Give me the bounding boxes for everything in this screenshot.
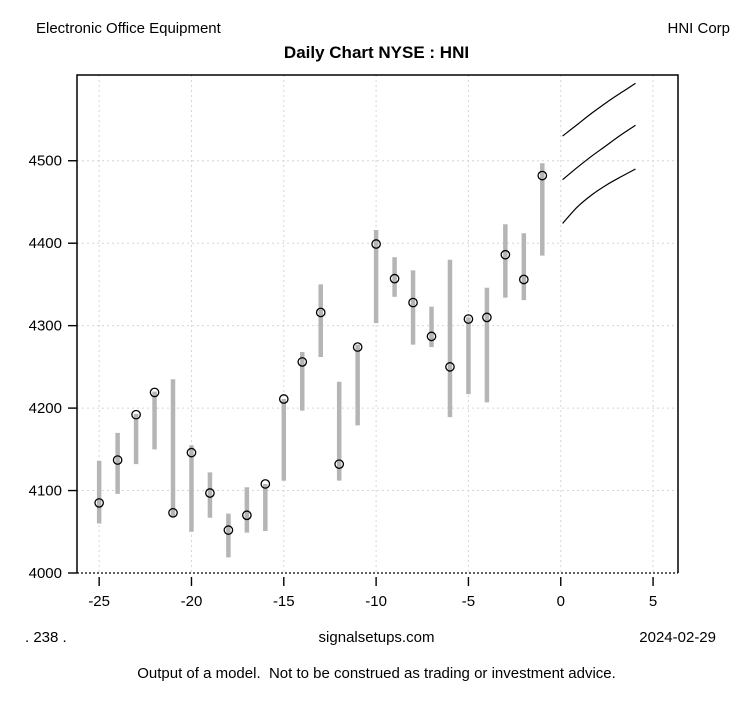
close-marker — [408, 297, 418, 308]
y-axis-tick-label: 4500 — [29, 153, 62, 170]
close-marker — [131, 409, 141, 420]
close-marker — [426, 331, 437, 342]
close-marker — [518, 274, 529, 285]
close-marker — [297, 357, 308, 367]
close-marker — [168, 507, 178, 518]
footer-date: 2024-02-29 — [639, 629, 716, 646]
chart-title: Daily Chart NYSE : HNI — [283, 43, 470, 62]
disclaimer-text: Output of a model. Not to be construed a… — [137, 665, 616, 682]
close-marker — [94, 498, 105, 508]
x-axis-tick-label: 0 — [557, 593, 565, 610]
y-axis-tick-label: 4200 — [29, 400, 62, 417]
price-chart-canvas: 4000 4100 4200 4300 4400 4500 -25 -20 -15 -10 -5 0 5 — [29, 74, 679, 610]
x-axis-tick-label: -5 — [462, 593, 475, 610]
close-marker — [537, 170, 548, 181]
y-axis-tick-label: 4100 — [29, 483, 62, 500]
close-marker — [334, 459, 345, 470]
x-axis-tick-label: -20 — [181, 593, 203, 610]
close-marker — [242, 510, 252, 521]
y-axis-tick-label: 4000 — [29, 565, 62, 582]
close-marker — [352, 342, 363, 352]
y-axis-tick-label: 4400 — [29, 235, 62, 252]
x-axis-tick-label: -25 — [88, 593, 110, 610]
x-axis-tick-label: -15 — [273, 593, 295, 610]
close-marker — [463, 314, 474, 324]
sector-label: Electronic Office Equipment — [36, 20, 221, 37]
plot-frame — [76, 74, 679, 573]
footer-counter: . 238 . — [25, 629, 67, 646]
company-label: HNI Corp — [667, 20, 730, 37]
close-marker — [315, 307, 326, 318]
close-marker — [389, 273, 400, 284]
forecast-line-lower — [562, 168, 636, 224]
footer-site: signalsetups.com — [318, 629, 435, 646]
close-marker — [500, 249, 511, 260]
close-marker — [186, 447, 197, 458]
close-marker — [278, 394, 289, 404]
x-axis-tick-label: -10 — [365, 593, 387, 610]
forecast-line-middle — [562, 124, 636, 181]
close-marker — [205, 488, 215, 498]
y-axis-tick-label: 4300 — [29, 318, 62, 335]
close-marker — [371, 239, 381, 249]
close-marker — [482, 312, 492, 323]
close-marker — [260, 479, 271, 489]
close-marker — [112, 455, 123, 465]
close-marker — [223, 525, 234, 535]
forecast-line-upper — [562, 82, 636, 137]
close-marker — [445, 362, 455, 372]
x-axis-tick-label: 5 — [649, 593, 657, 610]
close-marker — [149, 387, 160, 398]
